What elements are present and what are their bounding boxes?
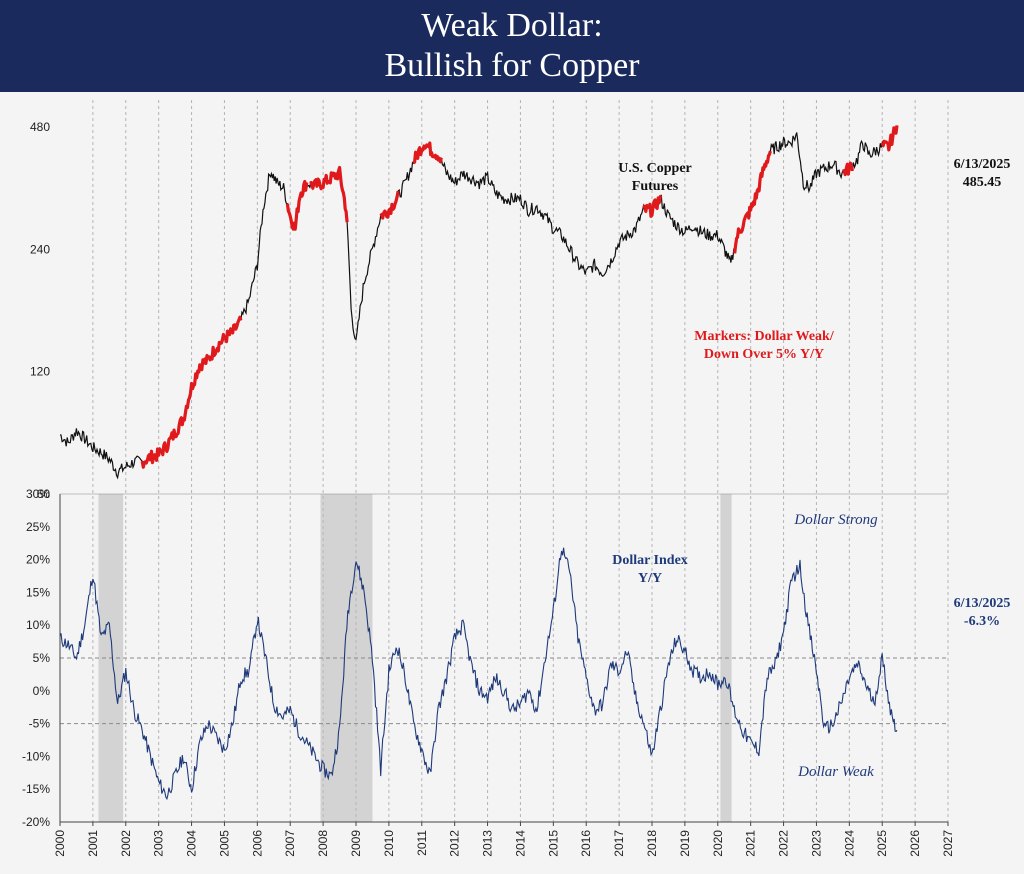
weak-marker-8	[880, 125, 899, 152]
weak-marker-4	[412, 141, 443, 165]
x-tick-label-2018: 2018	[645, 830, 659, 857]
weak-marker-0	[140, 315, 243, 469]
dollar-weak-label: Dollar Weak	[797, 764, 874, 780]
x-tick-label-2008: 2008	[316, 830, 330, 857]
copper-latest-value: 485.45	[963, 175, 1002, 190]
x-tick-label-2015: 2015	[546, 830, 560, 857]
x-tick-label-2021: 2021	[744, 830, 758, 857]
title-banner: Weak Dollar: Bullish for Copper	[0, 0, 1024, 92]
bottom-y-tick-label-10: 30%	[26, 487, 50, 501]
marker-note-line1: Markers: Dollar Weak/	[694, 329, 835, 344]
x-tick-label-2019: 2019	[678, 830, 692, 857]
dollar-strong-label: Dollar Strong	[793, 512, 878, 528]
dollar-label-line2: Y/Y	[638, 571, 662, 586]
x-tick-label-2007: 2007	[283, 830, 297, 857]
bottom-y-tick-label-6: 10%	[26, 618, 50, 632]
dollar-latest-value: -6.3%	[964, 614, 1000, 629]
x-tick-label-2011: 2011	[415, 830, 429, 856]
top-y-tick-label-240: 240	[30, 242, 50, 256]
bottom-y-tick-label-9: 25%	[26, 520, 50, 534]
bottom-y-tick-label-0: -20%	[22, 815, 50, 829]
bottom-y-tick-label-7: 15%	[26, 585, 50, 599]
weak-marker-7	[842, 161, 854, 177]
dollar-label-line1: Dollar Index	[612, 553, 688, 568]
x-tick-label-2004: 2004	[185, 830, 199, 857]
x-tick-label-2014: 2014	[513, 830, 527, 857]
bottom-y-tick-label-8: 20%	[26, 553, 50, 567]
dollar-line	[59, 547, 898, 801]
x-tick-label-2003: 2003	[152, 830, 166, 857]
weak-marker-2	[309, 165, 349, 223]
x-tick-label-2020: 2020	[711, 830, 725, 857]
x-tick-label-2026: 2026	[908, 830, 922, 857]
x-tick-label-2016: 2016	[579, 830, 593, 857]
weak-marker-3	[379, 190, 400, 220]
x-tick-label-2005: 2005	[217, 830, 231, 857]
x-tick-label-2022: 2022	[777, 830, 791, 857]
top-y-tick-label-480: 480	[30, 120, 50, 134]
x-tick-label-2010: 2010	[382, 830, 396, 857]
copper-line	[59, 125, 898, 480]
bottom-y-tick-label-3: -5%	[29, 717, 51, 731]
copper-label-line1: U.S. Copper	[618, 161, 692, 176]
x-tick-label-2024: 2024	[842, 830, 856, 857]
x-tick-label-2025: 2025	[875, 830, 889, 857]
x-tick-label-2027: 2027	[941, 830, 955, 857]
top-y-tick-label-60: 60	[37, 487, 51, 501]
x-tick-label-2023: 2023	[809, 830, 823, 857]
chart-title-line1: Weak Dollar:	[421, 7, 603, 44]
bottom-y-tick-label-1: -15%	[22, 782, 50, 796]
copper-label-line2: Futures	[632, 179, 679, 194]
marker-note-line2: Down Over 5% Y/Y	[704, 347, 824, 362]
x-tick-label-2017: 2017	[612, 830, 626, 857]
dollar-latest-date: 6/13/2025	[954, 596, 1011, 611]
weak-marker-6	[733, 150, 772, 254]
x-tick-label-2001: 2001	[86, 830, 100, 857]
x-tick-label-2006: 2006	[250, 830, 264, 857]
x-tick-label-2000: 2000	[53, 830, 67, 857]
x-tick-label-2009: 2009	[349, 830, 363, 857]
x-tick-label-2013: 2013	[481, 830, 495, 857]
chart-title-line2: Bullish for Copper	[384, 47, 640, 84]
chart-panel	[0, 92, 1024, 874]
top-y-tick-label-120: 120	[30, 365, 50, 379]
x-tick-label-2012: 2012	[448, 830, 462, 857]
x-tick-label-2002: 2002	[119, 830, 133, 857]
weak-marker-5	[642, 194, 663, 218]
weak-marker-1	[285, 179, 309, 231]
bottom-y-tick-label-4: 0%	[33, 684, 51, 698]
bottom-y-tick-label-2: -10%	[22, 749, 50, 763]
copper-latest-date: 6/13/2025	[954, 157, 1011, 172]
bottom-y-tick-label-5: 5%	[33, 651, 51, 665]
